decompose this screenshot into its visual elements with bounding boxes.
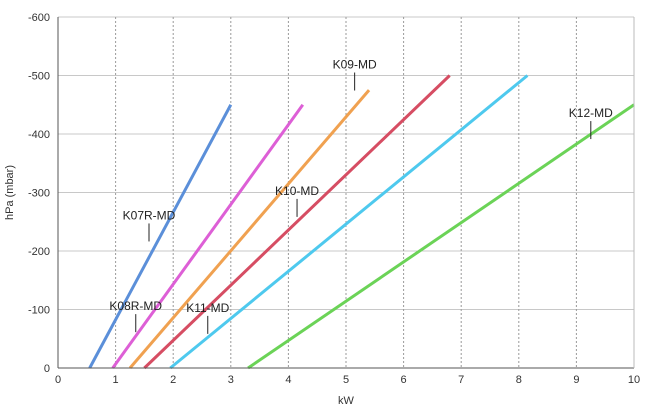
- x-tick-label: 9: [573, 374, 579, 386]
- x-tick-label: 8: [516, 374, 522, 386]
- series-label-k07r-md: K07R-MD: [123, 208, 176, 222]
- series-line-k09-md: [128, 89, 371, 369]
- series-label-k10-md: K10-MD: [275, 184, 319, 198]
- x-tick-label: 5: [343, 374, 349, 386]
- series-line-k07r-md: [88, 104, 233, 369]
- x-tick-label: 0: [55, 374, 61, 386]
- series-labels: K07R-MD K08R-MD K09-MD K10-MD K11-MD K12-MD: [109, 58, 613, 334]
- series-line-k11-md: [169, 74, 529, 370]
- y-tick-label: 0: [44, 363, 50, 375]
- y-tick-label: -600: [28, 12, 50, 24]
- y-tick-label: -100: [28, 305, 50, 317]
- series-label-k11-md: K11-MD: [186, 301, 229, 315]
- series-line-k10-md: [143, 74, 451, 370]
- x-tick-label: 1: [113, 374, 119, 386]
- series-line-k12-md: [247, 103, 635, 370]
- y-axis-title: hPa (mbar): [4, 165, 16, 220]
- y-tick-label: -300: [28, 188, 50, 200]
- series-line-k08r-md: [111, 103, 305, 369]
- x-tick-label: 7: [458, 374, 464, 386]
- series-label-k12-md: K12-MD: [569, 106, 613, 120]
- y-tick-label: -200: [28, 246, 50, 258]
- x-tick-label: 6: [401, 374, 407, 386]
- y-tick-label: -400: [28, 129, 50, 141]
- series-lines: [88, 74, 635, 370]
- series-label-k08r-md: K08R-MD: [109, 299, 162, 313]
- axes: [57, 17, 635, 369]
- y-tick-label: -500: [28, 71, 50, 83]
- tick-labels: 0 1 2 3 4 5 6 7 8 9 10 0 -100 -200 -300 -400 -500 -600: [28, 12, 640, 386]
- x-tick-label: 3: [228, 374, 234, 386]
- x-axis-title: kW: [338, 395, 355, 407]
- x-tick-label: 10: [628, 374, 640, 386]
- series-label-k09-md: K09-MD: [333, 58, 377, 72]
- x-tick-label: 2: [170, 374, 176, 386]
- x-tick-label: 4: [285, 374, 291, 386]
